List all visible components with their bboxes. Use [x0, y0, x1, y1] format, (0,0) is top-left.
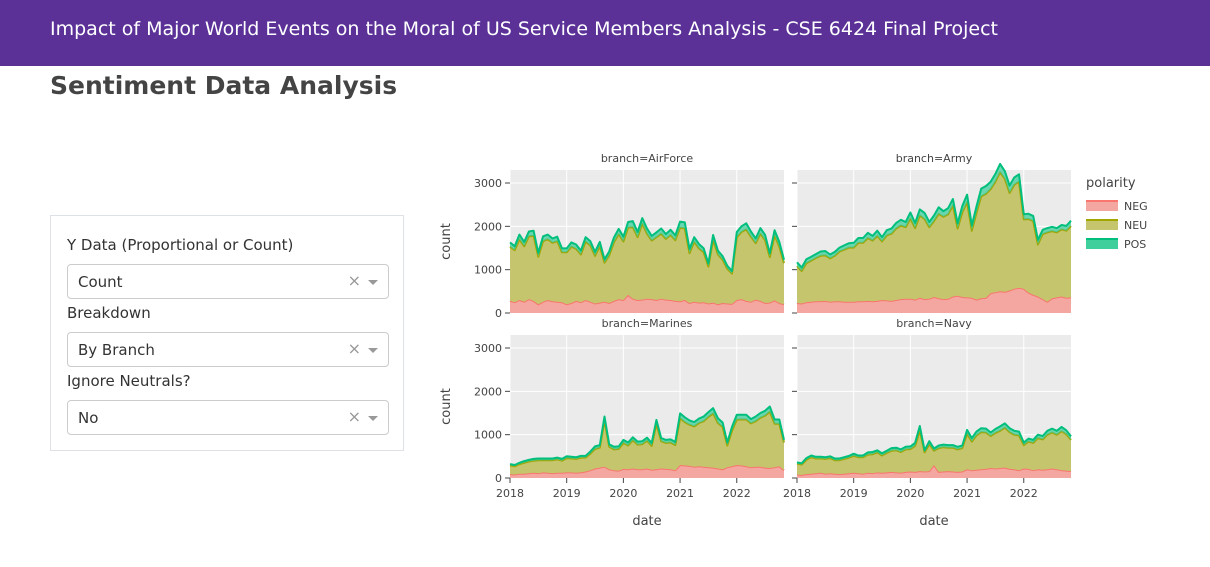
y-tick-label: 3000 — [474, 177, 502, 190]
line-pos-army — [796, 162, 1072, 269]
line-neu-army — [796, 171, 1072, 272]
legend-label-neg: NEG — [1124, 200, 1148, 213]
x-tick-label: 2021 — [666, 487, 694, 500]
legend-swatch-neg — [1086, 201, 1118, 211]
legend-label-pos: POS — [1124, 238, 1146, 251]
sentiment-faceted-area-chart[interactable]: branch=AirForce 0 1000 2000 3000 count branch=… — [430, 140, 1190, 550]
ignore-neutrals-label: Ignore Neutrals? — [67, 372, 191, 390]
ignore-neutrals-select-value: No — [78, 409, 99, 427]
y-data-clear-icon[interactable]: × — [347, 271, 361, 290]
x-axis-label: date — [919, 514, 948, 529]
line-pos-navy — [796, 422, 1072, 465]
breakdown-select[interactable]: By Branch × — [67, 332, 389, 367]
y-tick-label: 0 — [495, 472, 502, 485]
panel-title-army: branch=Army — [896, 152, 973, 165]
legend-swatch-neu — [1086, 220, 1118, 230]
panel-title-navy: branch=Navy — [896, 317, 972, 330]
legend-title: polarity — [1086, 176, 1136, 191]
area-neu-airforce — [510, 223, 784, 305]
ignore-neutrals-select[interactable]: No × — [67, 400, 389, 435]
x-tick-label: 2018 — [496, 487, 524, 500]
y-tick-label: 1000 — [474, 429, 502, 442]
area-neg-airforce — [510, 294, 784, 313]
y-tick-label: 0 — [495, 307, 502, 320]
x-tick-label: 2022 — [723, 487, 751, 500]
panel-title-marines: branch=Marines — [602, 317, 693, 330]
sentiment-chart[interactable]: branch=AirForce 0 1000 2000 3000 count branch=… — [430, 140, 1190, 550]
panel-title-airforce: branch=AirForce — [601, 152, 694, 165]
page-title: Sentiment Data Analysis — [50, 71, 398, 100]
y-tick-label: 1000 — [474, 264, 502, 277]
y-tick-label: 2000 — [474, 385, 502, 398]
y-data-select[interactable]: Count × — [67, 264, 389, 299]
controls-panel: Y Data (Proportional or Count) Count × B… — [50, 215, 404, 451]
y-data-label: Y Data (Proportional or Count) — [67, 236, 294, 254]
breakdown-label: Breakdown — [67, 304, 151, 322]
x-tick-label: 2019 — [840, 487, 868, 500]
line-pos-marines — [509, 405, 785, 466]
y-tick-label: 2000 — [474, 220, 502, 233]
y-data-dropdown-arrow-icon[interactable] — [368, 280, 378, 285]
x-tick-label: 2021 — [953, 487, 981, 500]
y-data-select-value: Count — [78, 273, 123, 291]
area-neg-army — [797, 287, 1071, 313]
line-pos-airforce — [509, 217, 785, 272]
y-axis-label: count — [439, 388, 454, 425]
navbar: Impact of Major World Events on the Mora… — [0, 0, 1210, 66]
ignore-neutrals-dropdown-arrow-icon[interactable] — [368, 416, 378, 421]
line-neg-airforce — [509, 293, 785, 306]
breakdown-select-value: By Branch — [78, 341, 155, 359]
ignore-neutrals-clear-icon[interactable]: × — [347, 407, 361, 426]
y-axis-label: count — [439, 223, 454, 260]
navbar-brand-title[interactable]: Impact of Major World Events on the Mora… — [50, 18, 998, 40]
legend-swatch-pos — [1086, 239, 1118, 249]
breakdown-clear-icon[interactable]: × — [347, 339, 361, 358]
x-tick-label: 2020 — [896, 487, 924, 500]
x-tick-label: 2018 — [783, 487, 811, 500]
x-tick-label: 2022 — [1010, 487, 1038, 500]
x-tick-label: 2019 — [553, 487, 581, 500]
x-axis-label: date — [632, 514, 661, 529]
y-tick-label: 3000 — [474, 342, 502, 355]
area-neu-army — [797, 172, 1071, 304]
breakdown-dropdown-arrow-icon[interactable] — [368, 348, 378, 353]
legend-label-neu: NEU — [1124, 219, 1147, 232]
area-pos-army — [797, 163, 1071, 271]
x-tick-label: 2020 — [609, 487, 637, 500]
